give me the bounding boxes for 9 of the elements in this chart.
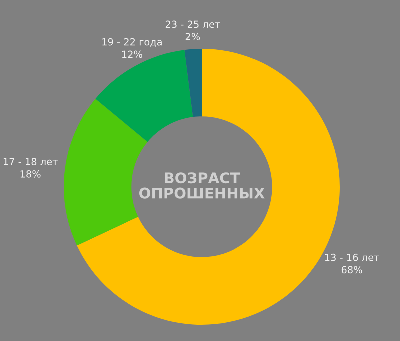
slice-label: 19 - 22 года bbox=[102, 38, 162, 47]
text: ВОЗРАСТ ОПРОШЕННЫХ bbox=[140, 172, 265, 199]
slice-label: 23 - 25 лет bbox=[166, 20, 220, 28]
data-label: 2% bbox=[186, 33, 200, 40]
slice-label: 17 - 18 лет bbox=[4, 158, 58, 166]
slice-label: 13 - 16 лет bbox=[325, 254, 380, 262]
data-label: 68% bbox=[342, 266, 362, 274]
data-label: 12% bbox=[122, 50, 142, 58]
data-label: 18% bbox=[20, 170, 41, 178]
